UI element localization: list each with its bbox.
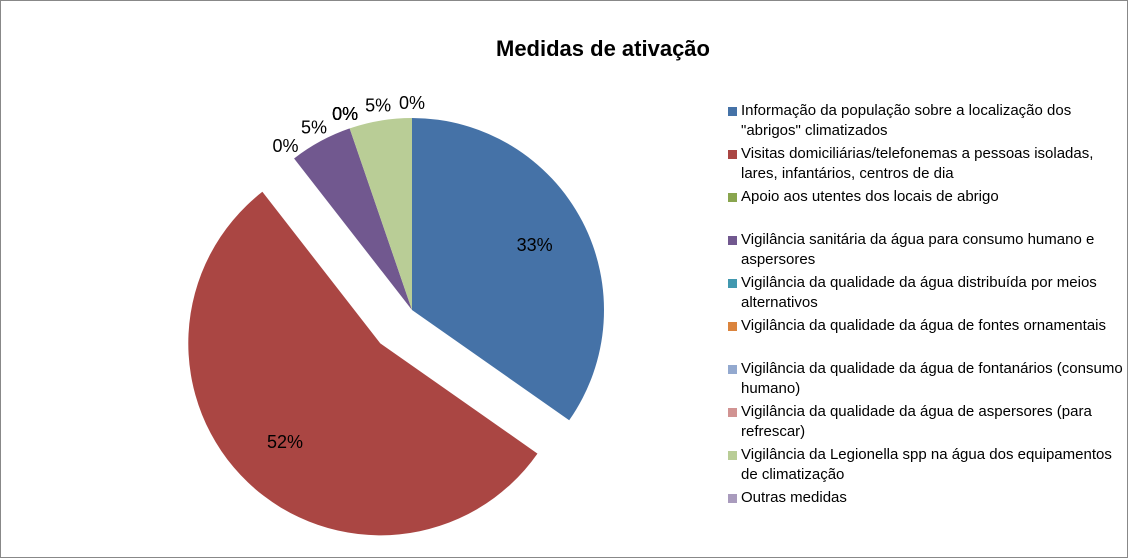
legend-swatch bbox=[728, 150, 737, 159]
data-label: 0% bbox=[332, 104, 358, 124]
legend-label: Vigilância da Legionella spp na água dos… bbox=[741, 446, 1112, 483]
legend-label: Visitas domiciliárias/telefonemas a pess… bbox=[741, 145, 1094, 182]
legend-swatch bbox=[728, 451, 737, 460]
legend-swatch bbox=[728, 494, 737, 503]
legend: Informação da população sobre a localiza… bbox=[728, 101, 1129, 531]
legend-entry: Vigilância da Legionella spp na água dos… bbox=[728, 445, 1129, 488]
legend-entry: Visitas domiciliárias/telefonemas a pess… bbox=[728, 144, 1129, 187]
legend-label: Vigilância da qualidade da água distribu… bbox=[741, 274, 1097, 311]
legend-entry: Vigilância da qualidade da água distribu… bbox=[728, 273, 1129, 316]
legend-swatch bbox=[728, 193, 737, 202]
legend-entry: Vigilância da qualidade da água de asper… bbox=[728, 402, 1129, 445]
legend-entry: Vigilância da qualidade da água de fonte… bbox=[728, 316, 1129, 359]
pie-slice bbox=[188, 191, 538, 536]
legend-label: Vigilância sanitária da água para consum… bbox=[741, 231, 1095, 268]
legend-swatch bbox=[728, 236, 737, 245]
pie-slice bbox=[294, 158, 412, 310]
pie-slice bbox=[349, 118, 412, 310]
chart-title: Medidas de ativação bbox=[496, 36, 710, 61]
data-label: 0% bbox=[332, 104, 358, 124]
data-label: 5% bbox=[365, 96, 391, 116]
data-label: 0% bbox=[332, 104, 358, 124]
legend-label: Vigilância da qualidade da água de asper… bbox=[741, 403, 1092, 440]
legend-swatch bbox=[728, 279, 737, 288]
legend-label: Outras medidas bbox=[741, 489, 847, 506]
legend-swatch bbox=[728, 408, 737, 417]
data-label: 0% bbox=[399, 93, 425, 113]
data-label: 33% bbox=[517, 235, 553, 255]
legend-swatch bbox=[728, 107, 737, 116]
legend-label: Vigilância da qualidade da água de fonte… bbox=[741, 317, 1106, 334]
pie-slice bbox=[412, 118, 605, 421]
legend-swatch bbox=[728, 365, 737, 374]
data-label: 0% bbox=[332, 104, 358, 124]
legend-entry: Outras medidas bbox=[728, 488, 1129, 531]
legend-swatch bbox=[728, 322, 737, 331]
data-label: 0% bbox=[272, 136, 298, 156]
legend-entry: Apoio aos utentes dos locais de abrigo bbox=[728, 187, 1129, 230]
legend-label: Vigilância da qualidade da água de fonta… bbox=[741, 360, 1123, 397]
data-label: 52% bbox=[267, 432, 303, 452]
legend-label: Informação da população sobre a localiza… bbox=[741, 102, 1072, 139]
legend-entry: Vigilância da qualidade da água de fonta… bbox=[728, 359, 1129, 402]
legend-entry: Informação da população sobre a localiza… bbox=[728, 101, 1129, 144]
legend-label: Apoio aos utentes dos locais de abrigo bbox=[741, 188, 999, 205]
legend-entry: Vigilância sanitária da água para consum… bbox=[728, 230, 1129, 273]
pie-slice bbox=[294, 128, 412, 310]
data-label: 5% bbox=[301, 118, 327, 138]
